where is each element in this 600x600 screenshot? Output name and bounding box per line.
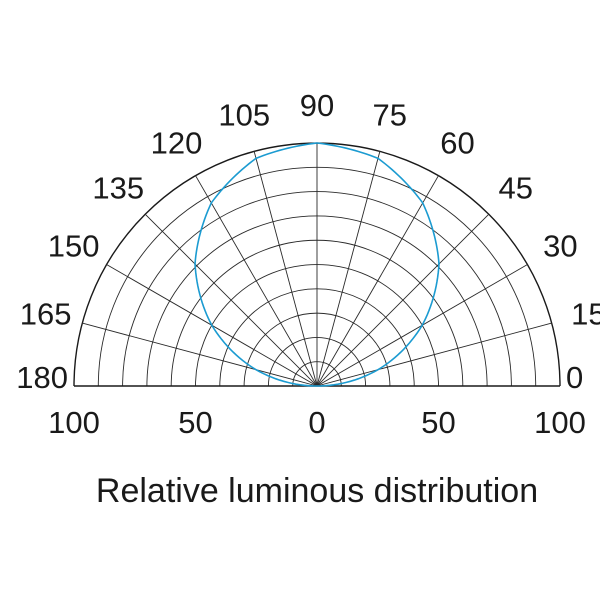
radial-tick-label: 50 xyxy=(421,405,455,440)
angle-tick-label: 15 xyxy=(571,296,600,331)
angle-tick-label: 75 xyxy=(372,98,406,133)
angle-tick-label: 165 xyxy=(20,296,72,331)
radial-tick-label: 50 xyxy=(178,405,212,440)
angle-tick-label: 60 xyxy=(440,126,474,161)
series-layer xyxy=(194,142,440,387)
radial-tick-label: 100 xyxy=(534,405,586,440)
polar-grid xyxy=(73,142,561,387)
angle-tick-label: 150 xyxy=(48,229,100,264)
grid-spoke xyxy=(316,322,552,387)
angle-tick-label: 180 xyxy=(16,360,68,395)
angle-tick-label: 120 xyxy=(151,126,203,161)
radial-tick-label: 0 xyxy=(308,405,325,440)
grid-spoke xyxy=(253,151,318,387)
angle-tick-label: 135 xyxy=(92,170,144,205)
angle-tick-label: 45 xyxy=(498,170,532,205)
angle-tick-label: 105 xyxy=(218,98,270,133)
grid-spoke xyxy=(316,151,381,387)
grid-spoke xyxy=(82,322,318,387)
radial-tick-label: 100 xyxy=(48,405,100,440)
angle-tick-label: 90 xyxy=(300,88,334,123)
chart-caption: Relative luminous distribution xyxy=(96,472,538,510)
angle-tick-label: 30 xyxy=(543,229,577,264)
grid-spoke xyxy=(316,213,490,387)
angle-tick-label: 0 xyxy=(566,360,583,395)
radial-labels: 100 50 0 50 100 xyxy=(48,405,586,440)
grid-spoke xyxy=(316,175,439,387)
grid-spoke xyxy=(195,175,318,387)
grid-spoke xyxy=(144,213,318,387)
